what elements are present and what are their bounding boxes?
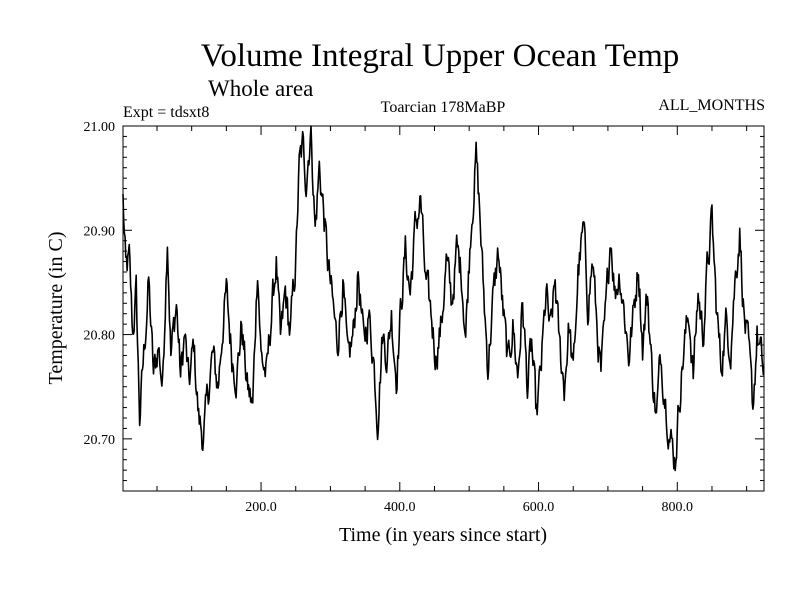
plot-frame	[122, 125, 765, 492]
chart-subtitle: Whole area	[208, 76, 313, 101]
x-tick-label: 800.0	[662, 500, 694, 515]
period-label: Toarcian 178MaBP	[381, 99, 506, 116]
y-axis-ticks: 20.70 20.80 20.90 21.00	[84, 120, 764, 492]
x-axis-label: Time (in years since start)	[339, 524, 547, 546]
months-label: ALL_MONTHS	[658, 97, 765, 114]
x-tick-label: 600.0	[523, 500, 555, 515]
chart-title: Volume Integral Upper Ocean Temp	[201, 38, 679, 74]
y-tick-label: 20.70	[84, 433, 116, 448]
y-tick-label: 20.90	[84, 224, 116, 239]
x-tick-label: 200.0	[245, 500, 277, 515]
y-tick-label: 20.80	[84, 329, 116, 344]
y-tick-label: 21.00	[84, 120, 116, 135]
temperature-series-line	[122, 125, 765, 472]
x-tick-label: 400.0	[384, 500, 416, 515]
experiment-label: Expt = tdsxt8	[123, 104, 209, 121]
x-axis-ticks: 200.0 400.0 600.0 800.0	[156, 126, 748, 515]
y-axis-label: Temperature (in C)	[45, 232, 67, 385]
